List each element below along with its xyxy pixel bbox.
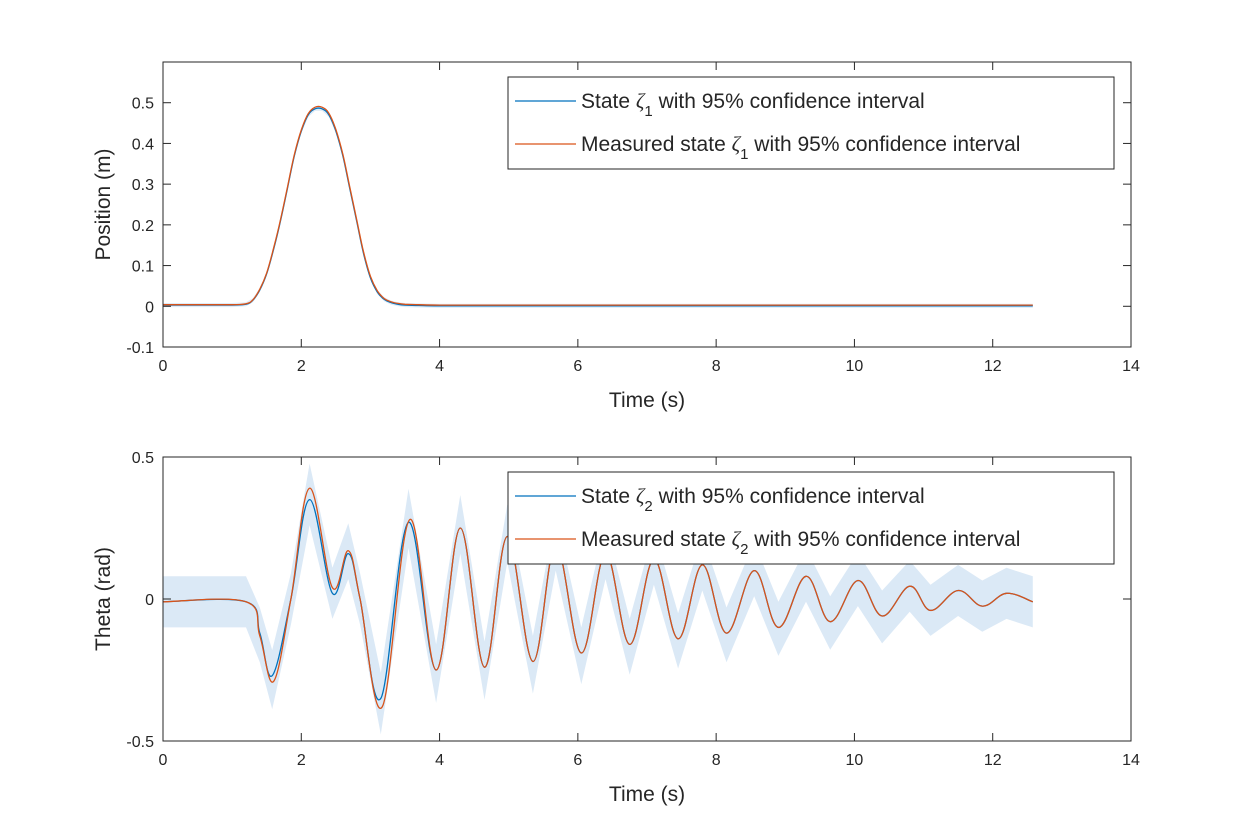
legend-label-2: Measured state ζ1 with 95% confidence in… — [581, 132, 1020, 163]
x-tick-label: 4 — [435, 358, 444, 375]
x-tick-label: 6 — [573, 358, 582, 375]
legend-label-rest: with 95% confidence interval — [653, 90, 925, 113]
legend-label-subscript: 2 — [740, 541, 748, 558]
y-tick-label: 0 — [145, 592, 154, 609]
x-axis-label: Time (s) — [609, 389, 685, 412]
legend: State ζ2 with 95% confidence intervalMea… — [507, 471, 1115, 565]
legend: State ζ1 with 95% confidence intervalMea… — [507, 76, 1115, 170]
y-axis-label: Position (m) — [92, 148, 115, 260]
legend-label-1: State ζ2 with 95% confidence interval — [581, 484, 925, 515]
subplot-1: 0 2 4 6 8 10 12 14 -0.1 0 0.1 0.2 0.3 0.4 0.5 Time (s) P… — [92, 61, 1140, 412]
legend-label-main: State — [581, 485, 636, 508]
legend-box — [507, 471, 1115, 565]
legend-label-rest: with 95% confidence interval — [748, 133, 1020, 156]
y-tick-label: 0.1 — [132, 259, 154, 276]
legend-label-rest: with 95% confidence interval — [653, 485, 925, 508]
legend-label-subscript: 2 — [644, 498, 652, 515]
x-tick-label: 12 — [984, 358, 1002, 375]
x-axis-label: Time (s) — [609, 783, 685, 806]
x-tick-label: 14 — [1122, 358, 1140, 375]
x-tick-label: 0 — [159, 752, 168, 769]
legend-box — [507, 76, 1115, 170]
y-axis-label: Theta (rad) — [92, 547, 115, 651]
legend-label-1: State ζ1 with 95% confidence interval — [581, 89, 925, 120]
y-tick-label: 0.5 — [132, 450, 154, 467]
x-tick-label: 8 — [712, 752, 721, 769]
y-tick-label: -0.5 — [126, 734, 154, 751]
y-tick-label: -0.1 — [126, 340, 154, 357]
x-tick-label: 12 — [984, 752, 1002, 769]
legend-label-rest: with 95% confidence interval — [748, 528, 1020, 551]
legend-label-main: State — [581, 90, 636, 113]
legend-label-symbol: ζ — [636, 484, 646, 508]
y-tick-label: 0.2 — [132, 218, 154, 235]
y-tick-label: 0.5 — [132, 96, 154, 113]
y-tick-label: 0.4 — [132, 136, 154, 153]
legend-label-main: Measured state — [581, 528, 732, 551]
x-tick-label: 2 — [297, 358, 306, 375]
axes-box — [162, 61, 1132, 348]
legend-label-main: Measured state — [581, 133, 732, 156]
legend-label-symbol: ζ — [732, 527, 742, 551]
legend-label-subscript: 1 — [644, 103, 652, 120]
y-tick-label: 0.3 — [132, 177, 154, 194]
x-tick-label: 14 — [1122, 752, 1140, 769]
x-tick-label: 10 — [846, 752, 864, 769]
legend-label-2: Measured state ζ2 with 95% confidence in… — [581, 527, 1020, 558]
legend-label-subscript: 1 — [740, 146, 748, 163]
confidence-band — [163, 463, 1033, 735]
legend-label-symbol: ζ — [732, 132, 742, 156]
x-tick-label: 0 — [159, 358, 168, 375]
x-tick-label: 8 — [712, 358, 721, 375]
x-tick-label: 6 — [573, 752, 582, 769]
x-tick-label: 4 — [435, 752, 444, 769]
y-tick-label: 0 — [145, 299, 154, 316]
x-tick-label: 2 — [297, 752, 306, 769]
series-line-2 — [163, 105, 1033, 306]
legend-label-symbol: ζ — [636, 89, 646, 113]
subplot-2: 0 2 4 6 8 10 12 14 -0.5 0 0.5 Time (s) Theta (rad) St… — [92, 450, 1140, 806]
x-tick-label: 10 — [846, 358, 864, 375]
